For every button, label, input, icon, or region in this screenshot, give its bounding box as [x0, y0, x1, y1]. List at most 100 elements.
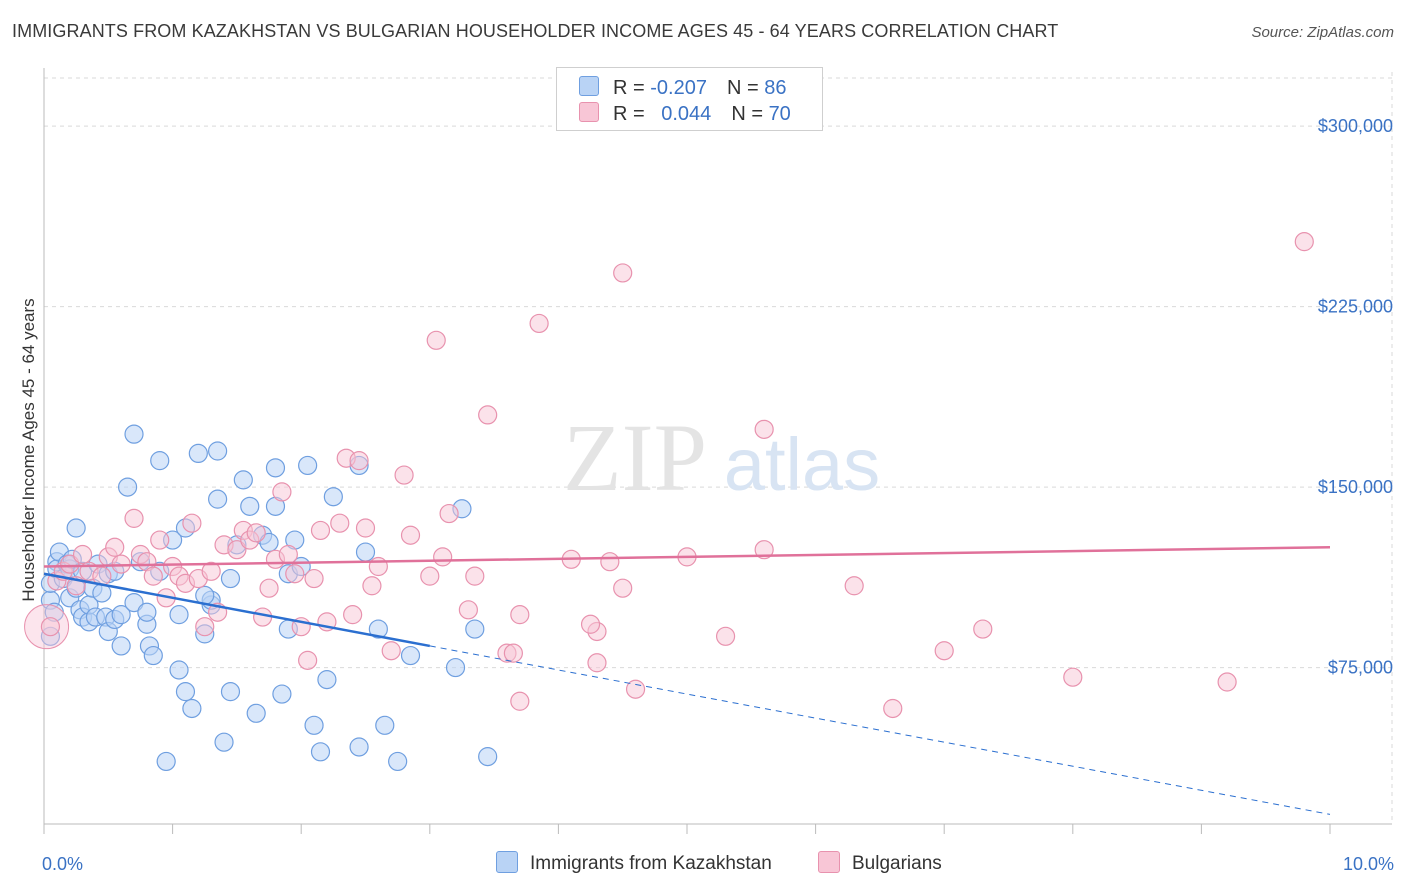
bulgarian-point [349, 451, 369, 471]
bottom-legend-label-kazakhstan: Immigrants from Kazakhstan [530, 853, 772, 874]
bulgarian-point [1294, 232, 1314, 252]
bulgarian-point [298, 650, 318, 670]
legend-n-label: N = [726, 77, 765, 99]
y-tick-label: $150,000 [1318, 477, 1393, 497]
kazakhstan-point [304, 715, 324, 735]
kazakhstan-point [298, 455, 318, 476]
bulgarian-point [355, 518, 376, 538]
bulgarian-point [143, 566, 163, 586]
bulgarian-point [510, 691, 530, 711]
legend-r-label: R = [613, 103, 651, 125]
kazakhstan-point [111, 636, 131, 656]
watermark-zip: ZIP [563, 404, 707, 511]
kazakhstan-point [182, 698, 202, 719]
bulgarian-point [195, 617, 215, 637]
kazakhstan-point [259, 532, 279, 553]
kazakhstan-point [310, 742, 331, 762]
kazakhstan-point [355, 542, 376, 562]
kazakhstan-point [265, 458, 286, 478]
bulgarian-point [381, 641, 401, 661]
legend-r-value: 0.044 [661, 103, 712, 125]
watermark-atlas: atlas [724, 423, 880, 506]
bulgarian-point [844, 576, 864, 596]
kazakhstan-point [111, 605, 131, 625]
legend-n-value: 86 [764, 77, 787, 99]
kazakhstan-point [375, 715, 395, 735]
legend-n-label: N = [731, 103, 769, 125]
kazakhstan-point [208, 441, 228, 461]
bulgarian-point [272, 482, 292, 502]
bulgarian-point [40, 617, 61, 637]
bulgarian-point [420, 566, 440, 586]
bulgarian-point [510, 605, 530, 625]
bulgarian-point [883, 698, 903, 719]
kazakhstan-point [220, 568, 241, 589]
bulgarian-point [227, 540, 247, 560]
bulgarian-point [973, 619, 993, 639]
kazakhstan-point [272, 684, 292, 704]
bulgarian-point [105, 537, 125, 557]
bottom-legend-bulgarian: Bulgarians [818, 851, 942, 875]
bulgarian-point [426, 330, 446, 350]
bulgarian-point [259, 578, 279, 598]
bulgarian-point [362, 576, 382, 596]
kazakhstan-point [240, 496, 260, 516]
bulgarian-point [330, 513, 350, 533]
bulgarian-point [246, 523, 266, 543]
grid-lines [44, 72, 1393, 824]
chart-title: IMMIGRANTS FROM KAZAKHSTAN VS BULGARIAN … [12, 21, 1059, 41]
bulgarian-point [201, 561, 221, 581]
y-axis-label: Householder Income Ages 45 - 64 years [19, 298, 38, 601]
kazakhstan-point [323, 487, 343, 507]
kazakhstan-point [400, 645, 421, 666]
kazakhstan-point [388, 751, 408, 772]
kazakhstan-point [137, 602, 157, 622]
kazakhstan-point [208, 489, 228, 509]
bulgarian-point [625, 679, 646, 699]
bulgarian-point [587, 653, 607, 673]
bulgarian-point [580, 614, 601, 634]
kazakhstan-point [124, 424, 144, 444]
bulgarian-point [285, 564, 305, 584]
kazakhstan-point [169, 605, 189, 625]
bottom-legend-swatch-kazakhstan [496, 851, 518, 873]
bulgarian-point [754, 540, 774, 560]
bulgarian-point [310, 520, 331, 541]
kazakhstan-point [117, 477, 138, 497]
kazakhstan-point [124, 593, 144, 613]
source-label: Source: ZipAtlas.com [1251, 24, 1394, 41]
kazakhstan-point [368, 619, 388, 639]
kazakhstan-point [156, 751, 176, 772]
kazakhstan-point [220, 682, 241, 702]
y-tick-label: $225,000 [1318, 297, 1393, 317]
bulgarian-point [1217, 672, 1237, 692]
kazakhstan-point [317, 670, 337, 690]
bulgarian-point [613, 263, 633, 283]
bulgarian-point [343, 605, 363, 625]
kazakhstan-point [66, 518, 86, 538]
kazakhstan-trend-extension [429, 645, 1331, 815]
x-tick-label: 10.0% [1343, 854, 1394, 874]
bulgarian-point [613, 578, 633, 598]
kazakhstan-point [169, 660, 189, 680]
bulgarian-point [1063, 667, 1083, 687]
bulgarian-trend-line [43, 546, 1331, 568]
kazakhstan-point [233, 470, 253, 490]
bulgarian-point [124, 508, 144, 528]
bulgarian-point [503, 643, 523, 663]
bottom-legend-label-bulgarian: Bulgarians [852, 853, 942, 874]
kazakhstan-point [465, 619, 485, 639]
stats-legend: R = -0.207 N = 86 R = 0.044 N = 70 [556, 67, 823, 131]
bulgarian-point [465, 566, 485, 586]
bulgarian-point [754, 419, 774, 439]
bottom-legend-kazakhstan: Immigrants from Kazakhstan [496, 851, 772, 875]
bulgarian-point [278, 544, 298, 565]
kazakhstan-point [246, 703, 266, 723]
kazakhstan-points [24, 424, 498, 772]
bulgarian-point [182, 513, 202, 533]
kazakhstan-trend-line [43, 572, 431, 648]
legend-r-label: R = [613, 77, 651, 99]
legend-row-kazakhstan: R = -0.207 N = 86 [579, 76, 786, 100]
bulgarian-point [433, 547, 453, 567]
tick-labels: $75,000 $150,000 $225,000 $300,000 0.0% 10.0% [42, 116, 1394, 874]
